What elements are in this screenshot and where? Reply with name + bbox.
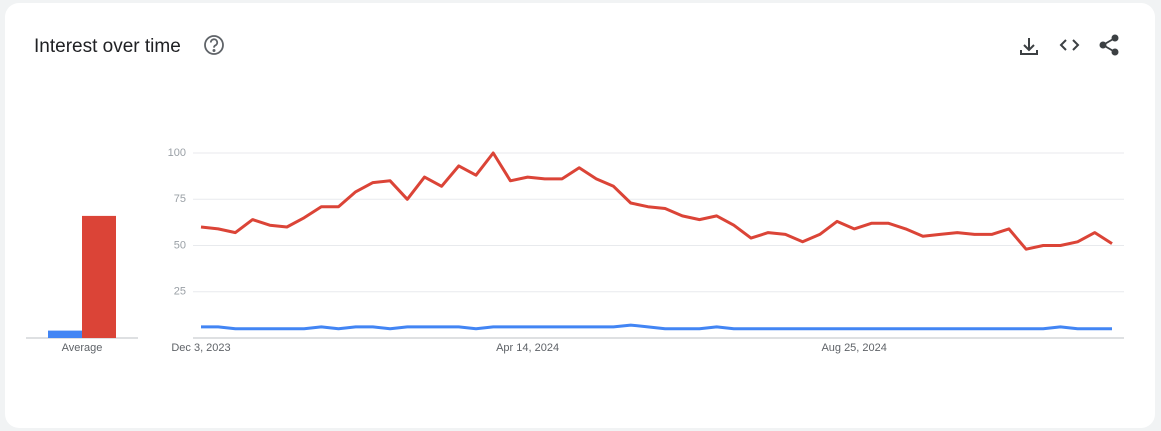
card — [5, 3, 1155, 428]
x-tick-label: Apr 14, 2024 — [496, 342, 559, 354]
series-line — [201, 323, 1112, 331]
help-icon[interactable] — [204, 35, 224, 55]
chart-title: Interest over time — [34, 36, 181, 57]
series-line — [200, 151, 1113, 251]
y-tick-label: 50 — [174, 239, 186, 251]
embed-icon[interactable] — [1059, 39, 1080, 51]
y-tick-label: 100 — [168, 147, 186, 159]
x-tick-label: Dec 3, 2023 — [171, 342, 230, 354]
y-tick-label: 75 — [174, 193, 186, 205]
y-tick-label: 25 — [174, 286, 186, 298]
average-bar — [82, 215, 116, 338]
share-icon[interactable] — [1099, 34, 1119, 56]
average-bar — [48, 330, 82, 338]
average-label: Average — [62, 342, 103, 354]
download-icon[interactable] — [1020, 38, 1038, 55]
x-tick-label: Aug 25, 2024 — [821, 342, 886, 354]
